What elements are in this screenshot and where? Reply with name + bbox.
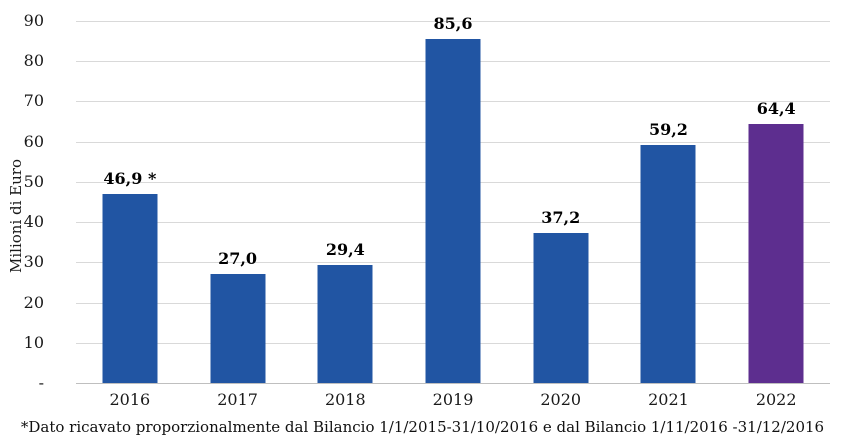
- plot-area: 46,9 * 2016 27,0 2017 29,4 2018 85,6 2019 37,2 20…: [76, 15, 830, 408]
- y-tick-label: 50: [23, 171, 44, 191]
- x-tick-label: 2017: [217, 390, 258, 409]
- y-tick-label: 80: [23, 51, 44, 71]
- bar-value-label: 29,4: [325, 239, 365, 259]
- footnote: *Dato ricavato proporzionalmente dal Bil…: [20, 418, 825, 436]
- x-tick-label: 2021: [648, 390, 689, 409]
- bar-column-2017: 27,0 2017: [184, 21, 292, 408]
- y-tick-label: -: [38, 373, 44, 392]
- bar-2020: [533, 233, 589, 383]
- bar-column-2019: 85,6 2019: [399, 15, 507, 408]
- bar-2022: [748, 123, 804, 383]
- bar-2019: [425, 38, 481, 383]
- x-tick-label: 2022: [755, 390, 797, 409]
- y-axis-tick-labels: - 10 20 30 40 50 60 70 80 90: [0, 13, 60, 391]
- bar-value-label: 59,2: [648, 119, 688, 139]
- gridline: [76, 21, 830, 22]
- y-tick-label: 20: [23, 292, 44, 312]
- bar-value-label: 85,6: [433, 13, 473, 33]
- y-tick-label: 60: [23, 131, 44, 151]
- y-tick-label: 70: [23, 91, 44, 111]
- bar-column-2016: 46,9 * 2016: [76, 21, 184, 408]
- x-tick-label: 2020: [540, 390, 582, 409]
- bar-value-label: 64,4: [756, 98, 796, 118]
- bar-2018: [317, 264, 373, 383]
- x-tick-label: 2016: [109, 390, 151, 409]
- bar-value-label: 27,0: [218, 249, 258, 269]
- bar-column-2022: 64,4 2022: [722, 21, 830, 408]
- bar-column-2021: 59,2 2021: [615, 21, 723, 408]
- bar-columns: 46,9 * 2016 27,0 2017 29,4 2018 85,6 2019 37,2 20…: [76, 15, 830, 408]
- bar-value-label: 46,9 *: [103, 169, 157, 189]
- bar-column-2018: 29,4 2018: [291, 21, 399, 408]
- bar-column-2020: 37,2 2020: [507, 21, 615, 408]
- x-tick-label: 2019: [432, 390, 474, 409]
- y-tick-label: 10: [23, 332, 44, 352]
- bar-2016: [102, 194, 158, 383]
- bar-2021: [640, 144, 696, 383]
- y-tick-label: 90: [23, 11, 44, 30]
- x-tick-label: 2018: [324, 390, 366, 409]
- bar-2017: [210, 274, 266, 383]
- y-tick-label: 30: [23, 252, 44, 272]
- x-axis-line: [76, 383, 830, 384]
- y-tick-label: 40: [23, 212, 44, 232]
- bar-value-label: 37,2: [541, 208, 581, 228]
